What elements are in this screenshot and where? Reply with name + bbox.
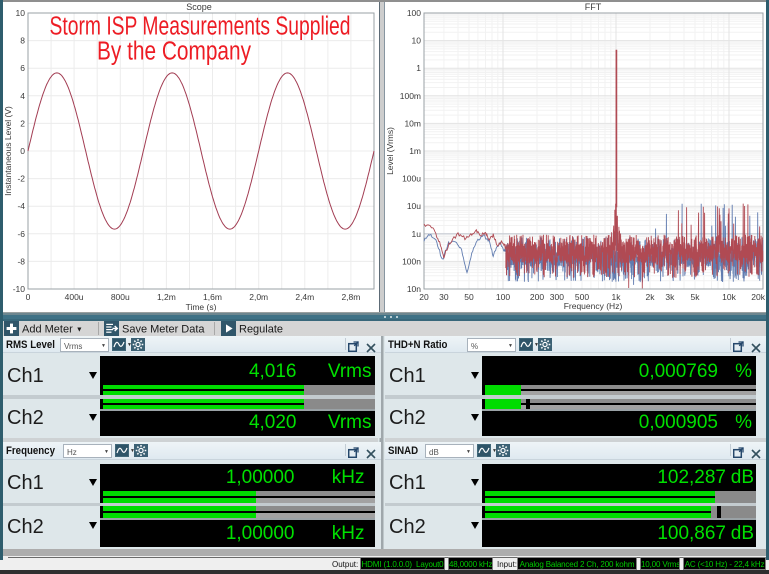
svg-text:By the Company: By the Company [97,38,251,66]
svg-text:100m: 100m [400,91,421,101]
svg-text:Instantaneous Level (V): Instantaneous Level (V) [3,106,13,196]
svg-text:100n: 100n [402,256,421,266]
svg-text:Time (s): Time (s) [186,302,217,312]
svg-text:20k: 20k [751,292,765,302]
svg-text:10: 10 [16,8,26,18]
svg-text:3k: 3k [665,292,675,302]
svg-text:1u: 1u [412,229,422,239]
svg-text:1: 1 [416,63,421,73]
svg-text:2,4m: 2,4m [295,292,314,302]
svg-text:20: 20 [419,292,429,302]
svg-text:-10: -10 [13,284,26,294]
svg-text:5k: 5k [691,292,701,302]
svg-text:Storm ISP Measurements Supplie: Storm ISP Measurements Supplied [50,13,351,41]
svg-text:0: 0 [26,292,31,302]
svg-text:100: 100 [496,292,510,302]
svg-text:10n: 10n [407,284,421,294]
svg-text:1k: 1k [612,292,622,302]
svg-text:Frequency (Hz): Frequency (Hz) [564,301,623,311]
svg-text:1,6m: 1,6m [203,292,222,302]
svg-text:Level (Vrms): Level (Vrms) [385,127,395,175]
svg-text:-8: -8 [17,256,25,266]
svg-text:2,0m: 2,0m [249,292,268,302]
svg-text:6: 6 [20,63,25,73]
svg-text:100u: 100u [402,174,421,184]
svg-text:10u: 10u [407,201,421,211]
svg-text:300: 300 [550,292,564,302]
svg-text:1,2m: 1,2m [157,292,176,302]
svg-text:2k: 2k [646,292,656,302]
svg-text:-4: -4 [17,201,25,211]
svg-text:400u: 400u [65,292,84,302]
svg-text:10: 10 [412,36,422,46]
svg-text:50: 50 [464,292,474,302]
svg-text:10m: 10m [404,118,421,128]
svg-text:4: 4 [20,91,25,101]
svg-text:FFT: FFT [585,2,602,12]
svg-text:800u: 800u [111,292,130,302]
svg-text:8: 8 [20,36,25,46]
svg-text:1m: 1m [409,146,421,156]
svg-text:100: 100 [407,8,421,18]
svg-text:Scope: Scope [186,2,212,12]
svg-text:200: 200 [530,292,544,302]
svg-text:500: 500 [575,292,589,302]
svg-text:-2: -2 [17,174,25,184]
svg-text:2,8m: 2,8m [341,292,360,302]
svg-text:2: 2 [20,118,25,128]
svg-text:0: 0 [20,146,25,156]
svg-text:30: 30 [439,292,449,302]
svg-text:10k: 10k [722,292,736,302]
svg-text:-6: -6 [17,229,25,239]
